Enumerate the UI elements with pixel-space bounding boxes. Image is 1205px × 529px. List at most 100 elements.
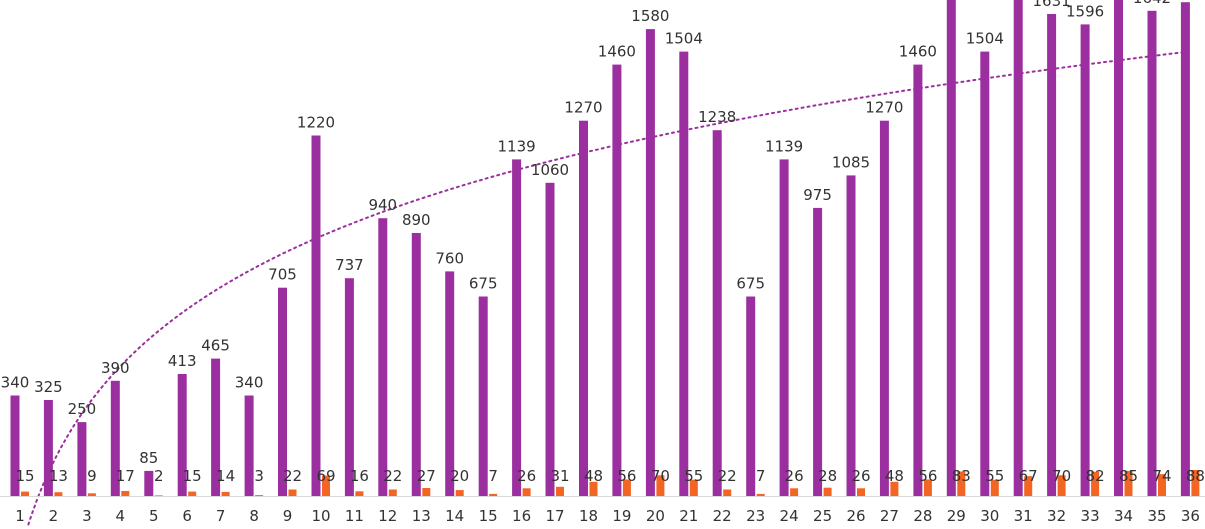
x-tick-23: 23: [746, 507, 765, 525]
bar-main-33: [1080, 24, 1090, 497]
x-tick-1: 1: [15, 507, 25, 525]
x-tick-11: 11: [345, 507, 364, 525]
bar-secondary-30: [990, 479, 999, 496]
bar-main-36: [1180, 2, 1190, 496]
x-tick-24: 24: [780, 507, 799, 525]
data-label-main-13: 890: [402, 211, 431, 229]
bar-main-9: [278, 287, 287, 496]
x-tick-20: 20: [646, 507, 665, 525]
data-label-secondary-10: 69: [316, 467, 335, 485]
bar-main-26: [846, 175, 856, 496]
data-label-secondary-12: 22: [383, 467, 402, 485]
bars-layer: [10, 0, 1200, 497]
x-tick-33: 33: [1081, 507, 1100, 525]
data-label-secondary-8: 3: [254, 467, 264, 485]
bar-secondary-26: [857, 488, 865, 496]
x-tick-27: 27: [880, 507, 899, 525]
data-label-main-23: 675: [736, 275, 765, 293]
bar-main-13: [411, 233, 421, 496]
trendline: [27, 51, 1187, 526]
data-label-main-5: 85: [139, 449, 158, 467]
bar-secondary-16: [522, 488, 531, 496]
bar-main-21: [679, 51, 689, 496]
data-label-secondary-31: 67: [1019, 467, 1038, 485]
data-labels-layer: 3401532513250939017852413154651434037052…: [1, 0, 1205, 485]
data-label-main-21: 1504: [665, 30, 703, 48]
bar-secondary-27: [890, 481, 899, 496]
bar-secondary-7: [221, 491, 230, 496]
data-label-main-25: 975: [803, 186, 832, 204]
bar-main-6: [177, 374, 187, 496]
data-label-main-15: 675: [469, 275, 498, 293]
bar-secondary-8: [255, 495, 264, 496]
bar-secondary-32: [1057, 475, 1066, 496]
bar-main-4: [110, 380, 120, 496]
data-label-secondary-13: 27: [417, 467, 436, 485]
data-label-main-4: 390: [101, 359, 130, 377]
bar-main-19: [612, 64, 622, 496]
bar-main-35: [1147, 10, 1157, 497]
data-label-main-28: 1460: [899, 43, 937, 61]
bar-secondary-1: [21, 491, 29, 496]
data-label-main-11: 737: [335, 256, 364, 274]
bar-main-2: [43, 400, 53, 496]
data-label-main-22: 1238: [698, 108, 736, 126]
bar-secondary-12: [388, 489, 397, 496]
bar-secondary-3: [87, 493, 96, 496]
bar-secondary-24: [790, 488, 799, 496]
x-tick-16: 16: [512, 507, 531, 525]
data-label-secondary-3: 9: [87, 467, 97, 485]
data-label-main-16: 1139: [498, 137, 536, 155]
x-tick-13: 13: [412, 507, 431, 525]
bar-secondary-17: [556, 486, 564, 496]
bar-secondary-2: [54, 492, 63, 496]
x-tick-21: 21: [679, 507, 698, 525]
data-label-main-35: 1642: [1133, 0, 1171, 7]
bar-secondary-29: [957, 471, 966, 496]
bar-main-8: [244, 395, 254, 496]
bar-main-30: [980, 51, 990, 496]
x-tick-4: 4: [116, 507, 126, 525]
data-label-secondary-5: 2: [154, 467, 164, 485]
data-label-main-30: 1504: [966, 30, 1004, 48]
data-label-secondary-32: 70: [1052, 467, 1071, 485]
x-tick-29: 29: [947, 507, 966, 525]
data-label-main-20: 1580: [631, 7, 669, 25]
data-label-main-24: 1139: [765, 137, 803, 155]
bar-main-11: [344, 278, 354, 496]
data-label-secondary-14: 20: [450, 467, 469, 485]
bar-main-15: [478, 296, 488, 496]
bar-main-16: [512, 159, 522, 496]
data-label-secondary-36: 88: [1186, 467, 1205, 485]
x-tick-25: 25: [813, 507, 832, 525]
bar-secondary-21: [689, 479, 698, 496]
x-tick-36: 36: [1181, 507, 1200, 525]
bar-main-24: [779, 159, 789, 496]
x-tick-6: 6: [182, 507, 192, 525]
data-label-main-14: 760: [435, 249, 464, 267]
data-label-secondary-11: 16: [350, 467, 369, 485]
x-tick-28: 28: [913, 507, 932, 525]
x-tick-3: 3: [82, 507, 92, 525]
x-tick-35: 35: [1147, 507, 1166, 525]
x-tick-17: 17: [545, 507, 564, 525]
data-label-main-7: 465: [201, 337, 230, 355]
data-label-main-10: 1220: [297, 114, 335, 132]
bar-secondary-19: [622, 479, 631, 496]
data-label-main-1: 340: [1, 374, 30, 392]
x-tick-32: 32: [1047, 507, 1066, 525]
bar-secondary-9: [288, 489, 297, 496]
bar-main-5: [144, 470, 154, 496]
bar-main-25: [813, 207, 823, 496]
x-tick-30: 30: [980, 507, 999, 525]
x-tick-15: 15: [479, 507, 498, 525]
bar-main-34: [1114, 0, 1123, 496]
data-label-secondary-34: 85: [1119, 467, 1138, 485]
x-tick-labels-layer: 1 2 3 4 5 6 7 8 9 10 11 12 13 14 15 16 17 18 19 20 21 22 23 24 2…: [15, 507, 1200, 525]
data-label-secondary-25: 28: [818, 467, 837, 485]
data-label-main-12: 940: [368, 196, 397, 214]
x-tick-5: 5: [149, 507, 159, 525]
data-label-secondary-7: 14: [216, 467, 235, 485]
data-label-secondary-17: 31: [550, 467, 569, 485]
